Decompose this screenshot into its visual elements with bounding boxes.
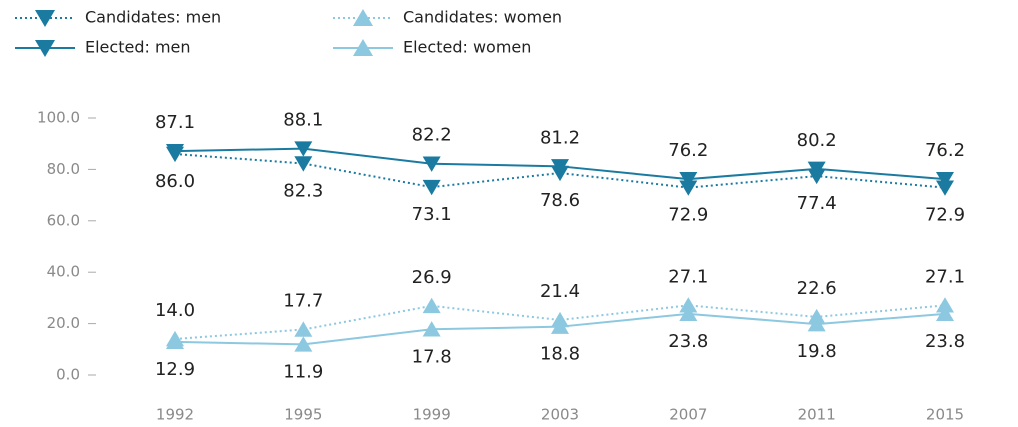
legend-marker bbox=[35, 40, 55, 57]
marker bbox=[422, 156, 441, 172]
data-label: 87.1 bbox=[155, 112, 195, 133]
y-tick-label: 0.0 bbox=[56, 366, 80, 384]
data-label: 82.3 bbox=[283, 180, 323, 201]
x-tick-label: 2015 bbox=[926, 406, 964, 424]
marker bbox=[679, 305, 698, 322]
marker bbox=[294, 336, 313, 352]
data-label: 73.1 bbox=[412, 204, 452, 225]
marker bbox=[679, 180, 698, 196]
data-label: 22.6 bbox=[797, 278, 837, 299]
marker bbox=[807, 316, 826, 332]
data-label: 72.9 bbox=[668, 205, 708, 226]
marker bbox=[294, 156, 313, 172]
x-tick-label: 2011 bbox=[798, 406, 836, 424]
data-label: 17.8 bbox=[412, 346, 452, 367]
legend-label: Elected: women bbox=[403, 38, 531, 57]
marker bbox=[294, 321, 313, 337]
marker bbox=[166, 143, 184, 160]
data-label: 19.8 bbox=[797, 341, 837, 362]
data-label: 21.4 bbox=[540, 281, 580, 302]
x-tick-label: 2003 bbox=[541, 406, 579, 424]
legend-label: Elected: men bbox=[85, 38, 191, 57]
legend-marker bbox=[353, 9, 373, 26]
data-label: 14.0 bbox=[155, 300, 195, 321]
data-label: 18.8 bbox=[540, 344, 580, 365]
data-label: 82.2 bbox=[412, 125, 452, 146]
x-tick-label: 1995 bbox=[284, 406, 322, 424]
data-label: 26.9 bbox=[412, 267, 452, 288]
data-label: 86.0 bbox=[155, 171, 195, 192]
data-label: 76.2 bbox=[668, 140, 708, 161]
legend-label: Candidates: women bbox=[403, 8, 562, 27]
x-tick-label: 2007 bbox=[669, 406, 707, 424]
data-label: 23.8 bbox=[925, 331, 965, 352]
marker bbox=[422, 179, 441, 196]
data-label: 27.1 bbox=[925, 266, 965, 287]
y-tick-label: 100.0 bbox=[37, 109, 80, 127]
y-tick-label: 80.0 bbox=[47, 160, 80, 178]
data-label: 11.9 bbox=[283, 361, 323, 382]
marker bbox=[422, 321, 441, 337]
x-tick-label: 1999 bbox=[413, 406, 451, 424]
marker bbox=[807, 161, 826, 177]
y-tick-label: 40.0 bbox=[47, 263, 80, 281]
marker bbox=[679, 171, 698, 188]
data-label: 12.9 bbox=[155, 359, 195, 380]
marker bbox=[936, 171, 954, 188]
marker bbox=[936, 180, 954, 196]
data-label: 23.8 bbox=[668, 331, 708, 352]
y-tick-label: 20.0 bbox=[47, 314, 80, 332]
marker bbox=[679, 297, 698, 313]
y-tick-label: 60.0 bbox=[47, 211, 80, 229]
data-label: 81.2 bbox=[540, 127, 580, 148]
data-label: 72.9 bbox=[925, 205, 965, 226]
data-label: 27.1 bbox=[668, 266, 708, 287]
data-label: 88.1 bbox=[283, 110, 323, 131]
legend-marker bbox=[353, 39, 373, 56]
data-label: 80.2 bbox=[797, 130, 837, 151]
legend-marker bbox=[35, 10, 55, 27]
data-label: 77.4 bbox=[797, 193, 837, 214]
data-label: 17.7 bbox=[283, 291, 323, 312]
data-label: 78.6 bbox=[540, 190, 580, 211]
marker bbox=[936, 297, 954, 313]
x-tick-label: 1992 bbox=[156, 406, 194, 424]
marker bbox=[551, 159, 569, 175]
marker bbox=[166, 333, 184, 350]
marker bbox=[294, 141, 313, 157]
marker bbox=[422, 297, 441, 314]
legend-label: Candidates: men bbox=[85, 8, 221, 27]
marker bbox=[551, 318, 569, 334]
marker bbox=[936, 305, 954, 322]
data-label: 76.2 bbox=[925, 140, 965, 161]
